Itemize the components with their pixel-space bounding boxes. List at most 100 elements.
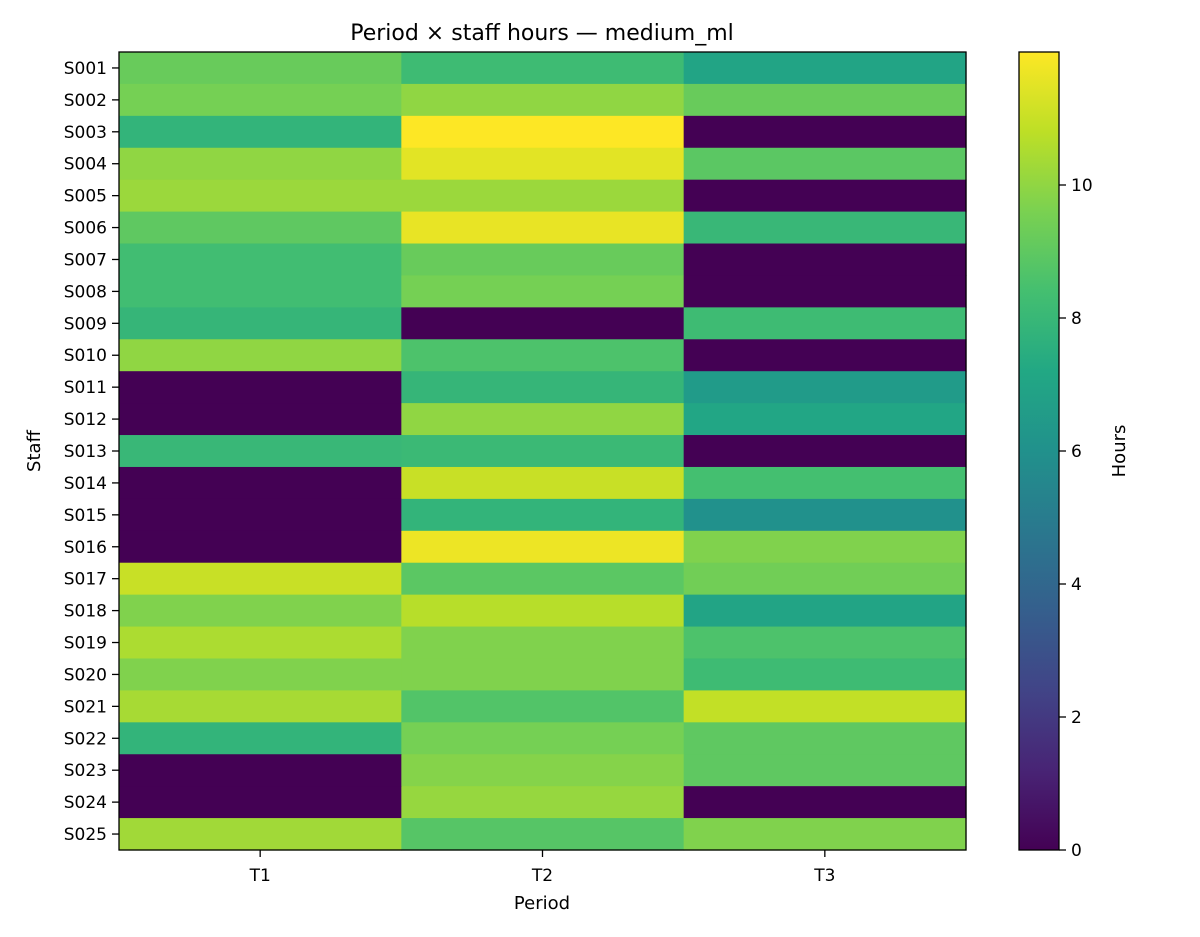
colorbar-ticks: 0 2 4 6 8 10 (1059, 176, 1093, 861)
y-tick-label: S023 (64, 761, 107, 781)
heatmap-cell (683, 594, 967, 628)
heatmap-cell (683, 243, 967, 277)
heatmap-cell (401, 147, 685, 181)
y-tick-label: S006 (64, 219, 107, 239)
y-tick-label: S017 (64, 570, 107, 590)
heatmap-cell (683, 115, 967, 149)
heatmap-cell (119, 690, 402, 723)
heatmap-cell (683, 371, 967, 404)
chart-title: Period × staff hours — medium_ml (350, 21, 734, 46)
heatmap-cell (401, 626, 685, 660)
heatmap-cell (683, 722, 967, 755)
y-tick-label: S009 (64, 314, 107, 334)
colorbar-tick-label: 10 (1071, 176, 1093, 196)
heatmap-cell (119, 498, 402, 532)
heatmap-cell (119, 115, 402, 149)
heatmap-cell (683, 530, 967, 564)
y-tick-label: S008 (64, 282, 107, 302)
heatmap-cell (119, 211, 402, 245)
colorbar (1018, 51, 1060, 851)
heatmap-cell (683, 435, 967, 468)
heatmap-cell (401, 179, 685, 213)
heatmap-cell (119, 275, 402, 308)
heatmap-cell (683, 179, 967, 213)
y-tick-label: S001 (64, 59, 107, 79)
heatmap-cell (683, 626, 967, 660)
heatmap-cell (401, 594, 685, 628)
heatmap-cell (119, 722, 402, 755)
heatmap-cell (401, 307, 685, 340)
heatmap-cell (119, 754, 402, 787)
heatmap-cell (119, 243, 402, 277)
heatmap-cell (401, 722, 685, 755)
x-tick-label: T3 (813, 866, 835, 886)
heatmap-cell (401, 530, 685, 564)
y-tick-label: S002 (64, 91, 107, 111)
y-tick-label: S012 (64, 410, 107, 430)
y-tick-label: S013 (64, 442, 107, 462)
heatmap-cell (683, 403, 967, 436)
colorbar-tick-label: 4 (1071, 575, 1082, 595)
heatmap-cell (401, 754, 685, 787)
heatmap-cell (683, 690, 967, 723)
heatmap-cell (401, 562, 685, 596)
x-axis: T1 T2 T3 (249, 850, 835, 886)
y-axis: S001 S002 S003 S004 S005 S006 S007 S008 S009 S010… (64, 59, 119, 845)
heatmap-cell (119, 403, 402, 436)
heatmap-cell (683, 498, 967, 532)
heatmap-cell (401, 243, 685, 277)
heatmap-cell (119, 530, 402, 564)
heatmap-cell (401, 466, 685, 500)
heatmap-cell (683, 147, 967, 181)
y-tick-label: S014 (64, 474, 107, 494)
heatmap-cell (119, 435, 402, 468)
y-tick-label: S020 (64, 665, 107, 685)
y-axis-label: Staff (24, 429, 45, 472)
y-tick-label: S007 (64, 250, 107, 270)
y-tick-label: S018 (64, 602, 107, 622)
y-tick-label: S011 (64, 378, 107, 398)
heatmap-cell (119, 83, 402, 117)
y-tick-label: S025 (64, 825, 107, 845)
heatmap-cell (401, 275, 685, 308)
heatmap-cell (683, 52, 967, 85)
colorbar-tick-label: 6 (1071, 442, 1082, 462)
heatmap-cell (401, 371, 685, 404)
heatmap-cell (683, 658, 967, 691)
heatmap-cell (119, 786, 402, 819)
heatmap-cell (683, 211, 967, 245)
heatmap-cell (401, 818, 685, 851)
heatmap-cell (119, 307, 402, 340)
heatmap-cell (401, 435, 685, 468)
heatmap-cell (683, 275, 967, 308)
heatmap-cell (119, 339, 402, 372)
heatmap-cell (683, 786, 967, 819)
y-tick-label: S004 (64, 155, 107, 175)
heatmap-cell (401, 339, 685, 372)
heatmap-cell (401, 115, 685, 149)
heatmap-cell (401, 211, 685, 245)
heatmap-cell (401, 83, 685, 117)
x-axis-label: Period (514, 893, 570, 914)
heatmap-cells (119, 52, 967, 851)
heatmap-cell (683, 818, 967, 851)
y-tick-label: S010 (64, 346, 107, 366)
heatmap-cell (119, 371, 402, 404)
colorbar-label: Hours (1109, 425, 1130, 478)
colorbar-tick-label: 2 (1071, 708, 1082, 728)
y-tick-label: S022 (64, 729, 107, 749)
heatmap-cell (119, 658, 402, 691)
heatmap-cell (401, 403, 685, 436)
y-tick-label: S021 (64, 697, 107, 717)
heatmap-cell (401, 690, 685, 723)
heatmap-cell (119, 818, 402, 851)
heatmap-cell (683, 754, 967, 787)
heatmap-cell (119, 466, 402, 500)
heatmap-cell (119, 626, 402, 660)
heatmap-cell (401, 52, 685, 85)
heatmap-cell (683, 466, 967, 500)
heatmap-cell (683, 83, 967, 117)
heatmap-cell (119, 147, 402, 181)
colorbar-tick-label: 0 (1071, 841, 1082, 861)
